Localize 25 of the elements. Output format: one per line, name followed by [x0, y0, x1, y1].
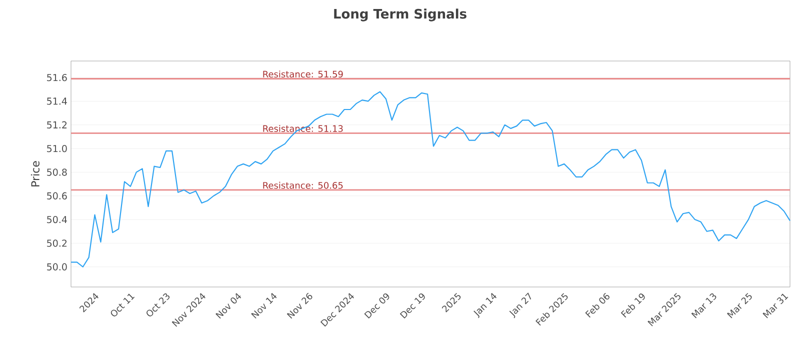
x-tick-label: Feb 06 — [585, 292, 610, 318]
x-tick-label: Feb 19 — [620, 294, 645, 318]
y-tick-label: 51.2 — [47, 121, 67, 128]
y-tick-label: 50.8 — [47, 168, 67, 176]
x-tick-label: Oct 11 — [110, 294, 135, 316]
x-tick-label: Dec 09 — [364, 293, 390, 319]
line-series — [70, 91, 791, 268]
ref-line-label: Resistance: 50.65 — [263, 182, 343, 189]
y-tick-label: 50.6 — [47, 192, 67, 200]
x-tick-label: Nov 14 — [251, 293, 277, 319]
x-tick-label: Dec 19 — [400, 293, 425, 319]
x-tick-label: Jan 27 — [509, 292, 532, 318]
x-tick-label: Nov 04 — [216, 293, 242, 319]
y-tick-label: 51.4 — [47, 98, 67, 105]
y-tick-label: 51.0 — [47, 144, 67, 152]
y-tick-label: 50.0 — [47, 263, 67, 270]
chart-title: Long Term Signals — [334, 8, 466, 22]
y-tick-label: 51.6 — [47, 74, 67, 82]
y-tick-label: 50.4 — [47, 216, 67, 224]
x-tick-label: Jan 14 — [474, 293, 497, 318]
x-tick-label: Oct 23 — [146, 293, 170, 316]
x-tick-label: Nov 26 — [286, 292, 312, 319]
ref-line-label: Resistance: 51.59 — [263, 70, 343, 78]
y-axis-title: Price — [30, 161, 40, 186]
y-tick-label: 50.2 — [47, 240, 67, 247]
